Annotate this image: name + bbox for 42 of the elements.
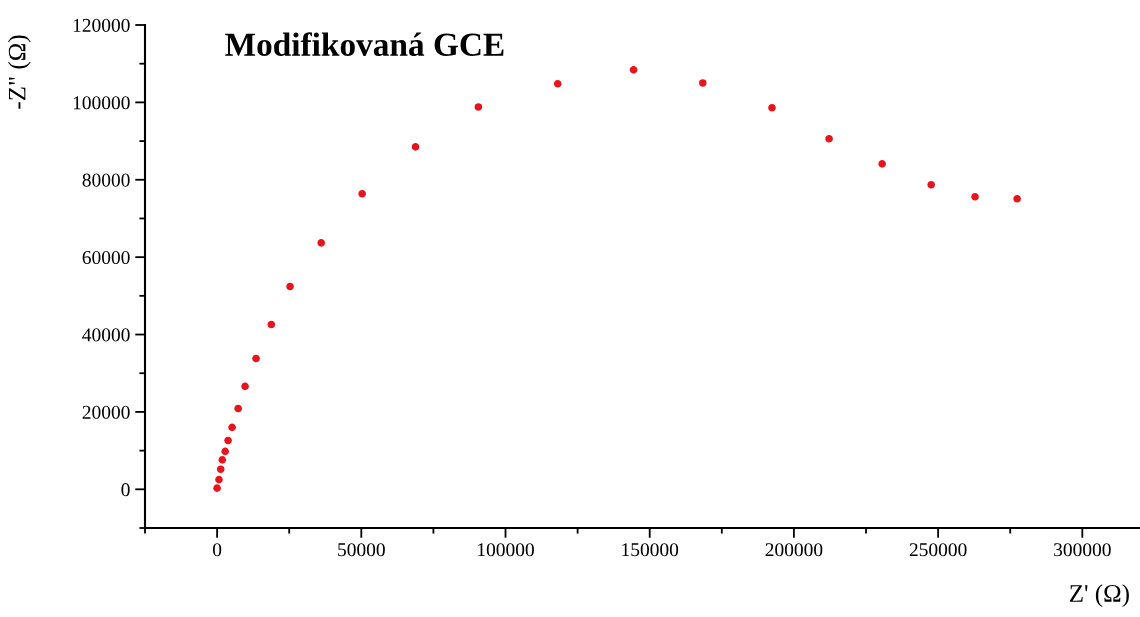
point (317, 239, 326, 247)
x-axis-title: Z' (Ω) (1069, 584, 1129, 607)
x-tick-label: 250000 (909, 543, 967, 557)
point (228, 423, 236, 432)
point (213, 484, 221, 492)
x-tick-label: 0 (212, 543, 222, 557)
point (218, 456, 227, 464)
point (553, 80, 562, 88)
y-tick-label: 40000 (82, 328, 130, 342)
y-axis-title: -Z" (Ω) (8, 35, 31, 109)
point (927, 180, 935, 189)
point (286, 282, 294, 291)
point (768, 104, 776, 112)
point (474, 103, 483, 111)
y-tick-label: 60000 (82, 250, 130, 265)
point (698, 79, 707, 87)
x-tick-label: 50000 (338, 543, 385, 557)
y-tick-label: 120000 (73, 18, 130, 32)
x-tick-label: 300000 (1054, 543, 1111, 557)
y-tick-label: 20000 (82, 405, 130, 419)
y-tick-label: 80000 (82, 173, 130, 187)
point (216, 465, 225, 473)
point (221, 447, 229, 456)
point (629, 66, 638, 74)
y-tick-label: 100000 (73, 96, 130, 110)
x-tick-label: 150000 (622, 543, 679, 557)
point (411, 143, 420, 151)
x-tick-label: 200000 (765, 543, 823, 557)
point (267, 320, 276, 329)
point (224, 436, 232, 445)
point (878, 160, 886, 168)
y-tick-label: 0 (121, 483, 130, 497)
point (215, 475, 223, 484)
point (234, 404, 242, 413)
point (252, 354, 260, 363)
x-tick-label: 100000 (478, 543, 534, 557)
point (241, 382, 249, 391)
point (825, 134, 833, 143)
point (358, 189, 366, 198)
point (1013, 194, 1021, 203)
point (971, 192, 979, 201)
chart-title: Modifikovaná GCE (225, 32, 504, 56)
